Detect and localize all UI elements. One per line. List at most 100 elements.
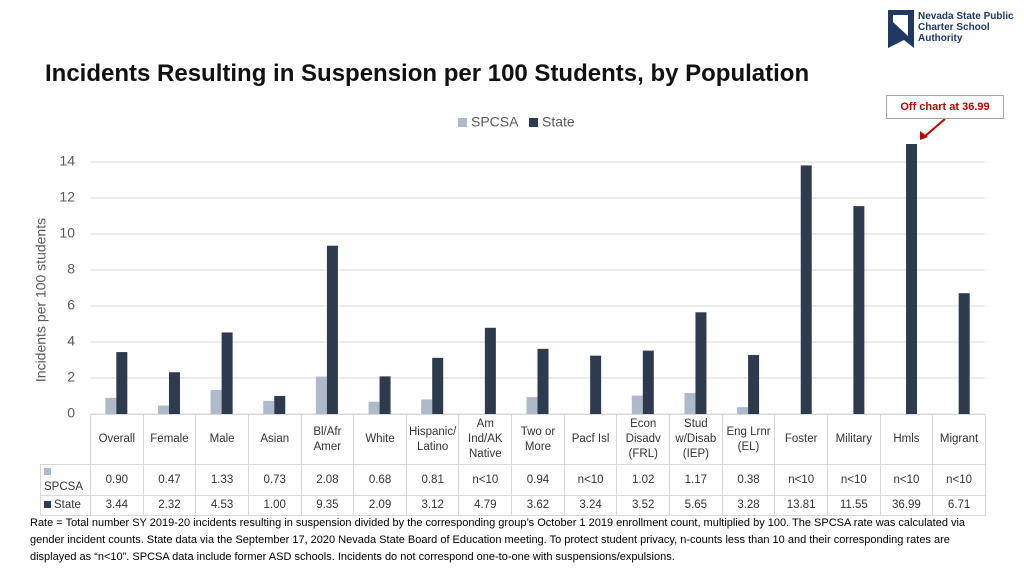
logo-mark [893,15,908,36]
bar [590,355,602,414]
bar [157,405,169,414]
value-cell: 2.09 [353,495,407,516]
x-tick-label: Male [195,414,249,465]
value-cell: 9.35 [300,495,355,516]
value-cell: 0.73 [247,464,302,496]
x-tick-label: Migrant [932,414,986,465]
x-tick-label: Econ Disadv (FRL) [616,414,671,465]
bar [368,401,380,414]
y-tick-label: 8 [67,261,75,277]
bar [748,354,760,414]
y-tick-label: 6 [67,297,75,313]
x-tick-label: Stud w/Disab (IEP) [669,414,723,465]
y-tick-label: 12 [59,189,75,205]
legend-label: State [542,114,575,130]
value-cell: 0.90 [90,464,144,496]
x-tick-label: Asian [247,414,302,465]
bar [642,350,654,414]
bar [421,399,433,414]
bar [263,400,275,414]
bar [326,245,338,414]
bar [906,144,918,414]
value-cell: 3.24 [563,495,618,516]
data-table: Overall Female Male Asian Bl/Afr Amer White Hi… [40,414,986,516]
series-row: State 3.44 2.32 4.53 1.00 9.35 2.09 3.12 4.79 3.6… [40,495,986,516]
bar [484,327,496,414]
x-tick-label: Military [826,414,881,465]
bar [958,293,970,414]
value-cell: 5.65 [669,495,723,516]
x-tick-label: Pacf Isl [563,414,618,465]
x-tick-label: Hispanic/ Latino [405,414,460,465]
bar [221,332,233,414]
bar [537,348,549,414]
value-cell: 0.68 [353,464,407,496]
value-cell: 1.00 [247,495,302,516]
value-cell: 3.62 [511,495,565,516]
value-cell: 0.47 [142,464,197,496]
value-cell: 36.99 [879,495,934,516]
bar [684,392,696,414]
footnote: Rate = Total number SY 2019-20 incidents… [30,517,966,563]
value-cell: 3.28 [721,495,776,516]
value-cell: 3.44 [90,495,144,516]
bar [631,395,643,414]
bar [526,397,538,414]
bar [274,396,286,414]
bar [853,206,865,414]
bar [432,357,444,414]
legend-swatch [44,468,51,475]
x-tick-label: Two or More [511,414,565,465]
x-tick-label: Bl/Afr Amer [300,414,355,465]
table-corner [40,414,91,465]
bar [210,390,222,414]
value-cell: n<10 [563,464,618,496]
bar [168,372,180,414]
category-row: Overall Female Male Asian Bl/Afr Amer White Hi… [40,414,986,465]
y-axis-label: Incidents per 100 students [33,218,49,382]
value-cell: 13.81 [774,495,828,516]
y-tick-label: 2 [67,369,75,385]
x-tick-label: Hmls [879,414,934,465]
x-tick-label: Overall [90,414,144,465]
series-label: State [54,499,81,511]
y-tick-label: 0 [67,405,75,421]
value-cell: 1.02 [616,464,671,496]
value-cell: n<10 [774,464,828,496]
annotation: Off chart at 36.99 [886,95,1004,119]
value-cell: 0.38 [721,464,776,496]
value-cell: 3.12 [405,495,460,516]
x-tick-label: Am Ind/AK Native [458,414,513,465]
y-tick-label: 4 [67,333,75,349]
value-cell: 4.79 [458,495,513,516]
legend-swatch [44,501,51,508]
bar [800,165,812,414]
value-cell: 11.55 [826,495,881,516]
bar [695,312,707,414]
series-key: SPCSA [40,464,91,496]
logo: Nevada State Public Charter School Autho… [918,11,1014,44]
legend-swatch [529,118,538,127]
bar [105,397,117,414]
bar [116,352,128,414]
series-key: State [40,495,91,516]
annotation-arrow [920,131,928,140]
y-tick-label: 14 [59,153,75,169]
chart-title: Incidents Resulting in Suspension per 10… [45,60,810,87]
value-cell: 1.17 [669,464,723,496]
value-cell: 4.53 [195,495,249,516]
x-tick-label: Eng Lrnr (EL) [721,414,776,465]
legend-label: SPCSA [471,114,519,130]
value-cell: n<10 [879,464,934,496]
value-cell: 2.32 [142,495,197,516]
x-tick-label: Foster [774,414,828,465]
series-row: SPCSA 0.90 0.47 1.33 0.73 2.08 0.68 0.81 n<10 0.9… [40,464,986,496]
bar [315,376,327,414]
value-cell: n<10 [826,464,881,496]
value-cell: 1.33 [195,464,249,496]
value-cell: 0.81 [405,464,460,496]
value-cell: 0.94 [511,464,565,496]
annotation-arrow [923,118,946,138]
